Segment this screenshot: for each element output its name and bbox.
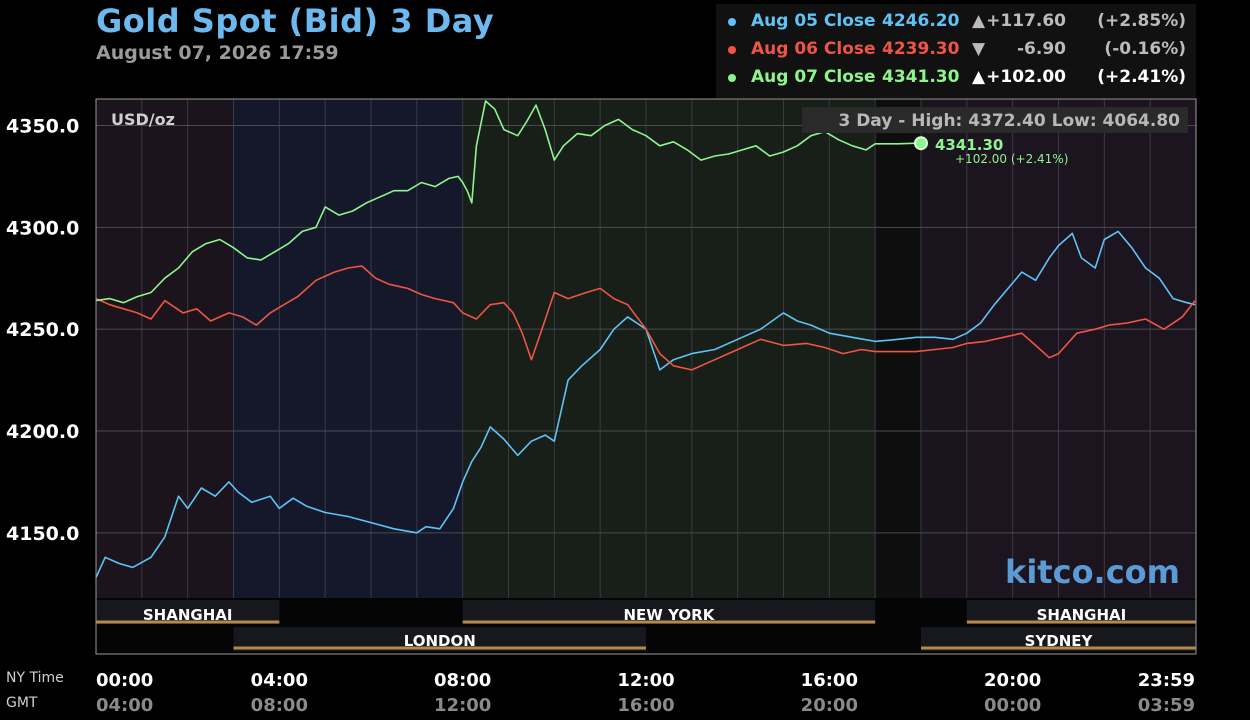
legend-row-aug07: Aug 07 Close 4341.30 ▲ +102.00 (+2.41%)	[716, 64, 1196, 90]
legend-close-value: 4239.30	[882, 39, 960, 59]
x-tick-label-gmt: 12:00	[434, 695, 491, 716]
chart-datetime: August 07, 2026 17:59	[96, 42, 339, 64]
unit-label: USD/oz	[111, 110, 175, 129]
x-tick-label-ny: 00:00	[96, 670, 153, 691]
session-shade	[462, 99, 876, 598]
x-tick-label-gmt: 04:00	[96, 695, 153, 716]
plot-border	[95, 98, 1197, 655]
session-bg	[966, 600, 1196, 624]
legend-row-aug05: Aug 05 Close 4246.20 ▲ +117.60 (+2.85%)	[716, 8, 1196, 34]
legend-change: +117.60	[986, 11, 1066, 31]
ny-time-label: NY Time	[6, 670, 64, 686]
session-label-shanghai: SHANGHAI	[143, 606, 233, 624]
session-shade	[875, 99, 921, 598]
legend-label: Aug 07 Close	[751, 67, 876, 87]
x-tick-label-ny: 23:59	[1138, 670, 1195, 691]
last-change-label: +102.00 (+2.41%)	[955, 152, 1068, 166]
session-label-shanghai: SHANGHAI	[1037, 606, 1127, 624]
legend-dot-icon	[728, 46, 736, 54]
legend-change: +102.00	[986, 67, 1066, 87]
legend-close-value: 4246.20	[882, 11, 960, 31]
legend-row-aug06: Aug 06 Close 4239.30 ▼ -6.90 (-0.16%)	[716, 36, 1196, 62]
y-tick-label: 4150.0	[6, 523, 79, 545]
x-tick-label-ny: 12:00	[617, 670, 674, 691]
chart-title: Gold Spot (Bid) 3 Day	[96, 2, 495, 40]
up-arrow-icon: ▲	[972, 11, 986, 31]
legend-percent: (+2.41%)	[1097, 67, 1186, 87]
x-tick-label-gmt: 03:59	[1138, 695, 1195, 716]
legend: Aug 05 Close 4246.20 ▲ +117.60 (+2.85%) …	[716, 4, 1196, 98]
series-line-aug-05	[95, 230, 1196, 578]
legend-change: -6.90	[1017, 39, 1066, 59]
x-tick-label-ny: 20:00	[984, 670, 1041, 691]
last-value-label: 4341.30	[935, 136, 1003, 154]
range-box	[802, 107, 1188, 133]
x-tick-label-gmt: 16:00	[617, 695, 674, 716]
x-tick-label-gmt: 20:00	[801, 695, 858, 716]
down-arrow-icon: ▼	[972, 39, 986, 59]
range-label: 3 Day - High: 4372.40 Low: 4064.80	[838, 111, 1180, 131]
y-tick-label: 4200.0	[6, 421, 79, 443]
legend-label: Aug 06 Close	[751, 39, 876, 59]
last-value-dot-icon	[914, 136, 928, 151]
session-shade	[966, 99, 1196, 598]
legend-percent: (+2.85%)	[1097, 11, 1186, 31]
session-bg	[462, 600, 876, 624]
gmt-label: GMT	[6, 695, 38, 711]
session-label-sydney: SYDNEY	[1025, 632, 1094, 650]
legend-percent: (-0.16%)	[1104, 39, 1186, 59]
series-line-aug-06	[95, 265, 1196, 371]
y-tick-label: 4250.0	[6, 319, 79, 341]
legend-close-value: 4341.30	[882, 67, 960, 87]
y-tick-label: 4350.0	[6, 115, 79, 137]
legend-label: Aug 05 Close	[751, 11, 876, 31]
legend-dot-icon	[728, 18, 736, 26]
x-tick-label-gmt: 08:00	[251, 695, 308, 716]
x-tick-label-gmt: 00:00	[984, 695, 1041, 716]
x-tick-label-ny: 04:00	[251, 670, 308, 691]
y-tick-label: 4300.0	[6, 217, 79, 239]
x-tick-label-ny: 16:00	[801, 670, 858, 691]
session-bg	[96, 600, 280, 624]
session-label-london: LONDON	[404, 632, 476, 650]
session-shade	[233, 99, 463, 598]
kitco-watermark: kitco.com	[1005, 553, 1180, 591]
up-arrow-icon: ▲	[972, 67, 986, 87]
legend-dot-icon	[728, 74, 736, 82]
session-label-new-york: NEW YORK	[624, 606, 716, 624]
session-shade	[96, 99, 234, 598]
series-line-aug-07	[95, 100, 917, 304]
x-tick-label-ny: 08:00	[434, 670, 491, 691]
